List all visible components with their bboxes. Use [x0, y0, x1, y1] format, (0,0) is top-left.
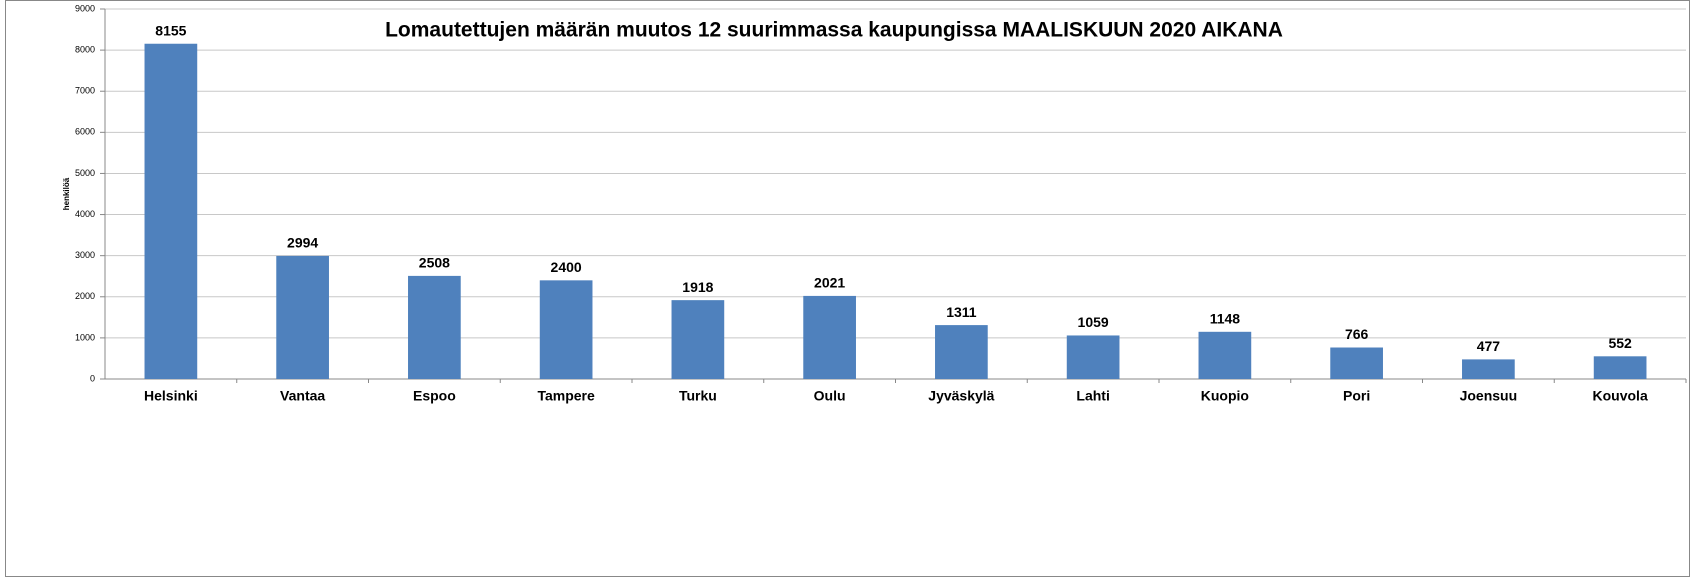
x-tick-label: Oulu — [814, 388, 846, 404]
y-tick-label: 6000 — [75, 127, 95, 137]
bar — [1066, 335, 1120, 379]
x-tick-label: Pori — [1343, 388, 1370, 404]
x-tick-label: Kouvola — [1593, 388, 1648, 404]
y-tick-label: 7000 — [75, 86, 95, 96]
x-tick-label: Kuopio — [1201, 388, 1249, 404]
chart-title: Lomautettujen määrän muutos 12 suurimmas… — [385, 19, 1283, 42]
chart-frame — [5, 0, 1690, 577]
y-tick-label: 5000 — [75, 168, 95, 178]
data-label: 1148 — [1210, 311, 1241, 327]
marks: Helsinki 8155 Vantaa 2994 Espoo 2508 Tampere 24… — [144, 22, 1648, 403]
x-tick-label: Tampere — [537, 388, 595, 404]
data-label: 2400 — [551, 259, 582, 275]
data-label: 477 — [1477, 338, 1501, 354]
bar — [408, 275, 461, 379]
x-tick-label: Jyväskylä — [928, 388, 994, 404]
data-label: 552 — [1608, 335, 1632, 351]
bar — [1330, 347, 1383, 379]
y-tick-label: 3000 — [75, 250, 95, 260]
data-label: 766 — [1345, 326, 1369, 342]
data-label: 1918 — [682, 279, 713, 295]
y-tick-label: 9000 — [75, 3, 95, 13]
x-tick-label: Joensuu — [1460, 388, 1518, 404]
data-label: 2021 — [814, 275, 845, 291]
bar — [935, 325, 988, 379]
y-tick-label: 4000 — [75, 209, 95, 219]
data-label: 8155 — [155, 22, 186, 38]
data-label: 2508 — [419, 255, 450, 271]
y-axis-label: henkilöä — [62, 177, 71, 210]
x-tick-label: Helsinki — [144, 388, 198, 404]
y-tick-label: 8000 — [75, 44, 95, 54]
x-tick-label: Turku — [679, 388, 717, 404]
y-tick-label: 1000 — [75, 332, 95, 342]
bar — [539, 280, 593, 379]
x-tick-label: Espoo — [413, 388, 456, 404]
y-tick-label: 0 — [90, 373, 95, 383]
bar — [276, 255, 329, 379]
x-tick-label: Vantaa — [280, 388, 325, 404]
x-tick-label: Lahti — [1076, 388, 1109, 404]
data-label: 2994 — [287, 235, 318, 251]
bar — [1462, 359, 1515, 379]
data-label: 1059 — [1078, 314, 1109, 330]
bar — [1198, 331, 1252, 379]
y-tick-label: 2000 — [75, 291, 95, 301]
data-label: 1311 — [946, 304, 977, 320]
bar — [1593, 356, 1647, 379]
bar — [671, 300, 725, 379]
bar — [144, 43, 198, 379]
grid: 0 1000 2000 3000 4000 5000 6000 7000 8000 9000 — [75, 3, 1687, 383]
bar — [803, 295, 856, 379]
